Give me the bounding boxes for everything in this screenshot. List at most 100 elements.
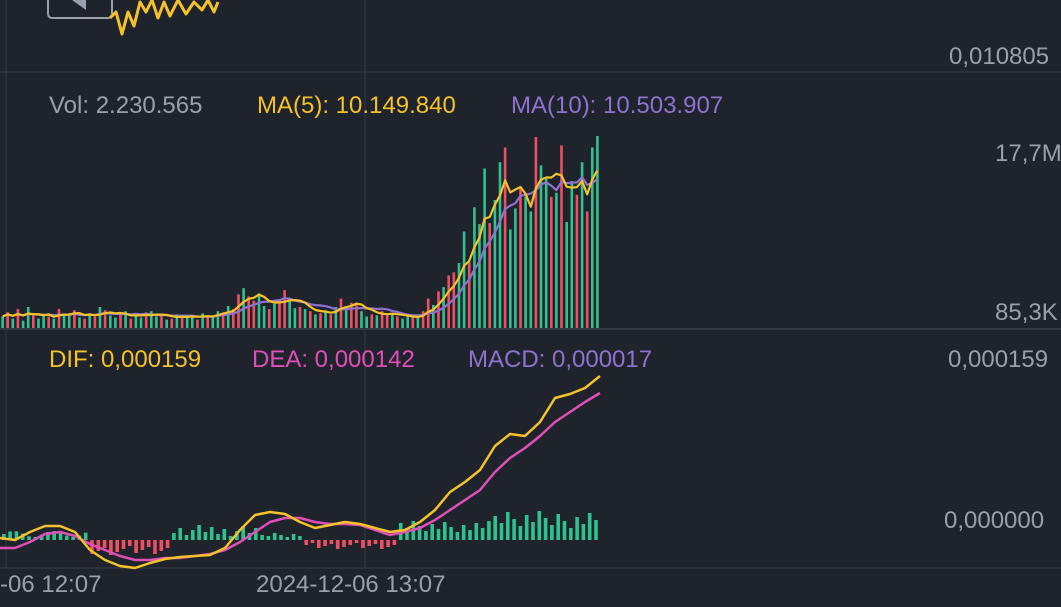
macd-histogram-bar — [430, 524, 434, 540]
dea-legend: DEA: 0,000142 — [252, 346, 415, 373]
volume-bar — [124, 311, 127, 328]
macd-histogram-bar — [115, 540, 119, 552]
volume-bar — [570, 181, 574, 328]
macd-histogram-bar — [417, 526, 422, 540]
time-label-0: -06 12:07 — [0, 571, 101, 598]
macd-histogram-bar — [543, 518, 548, 540]
volume-bar — [298, 307, 302, 328]
macd-histogram-bar — [191, 530, 195, 540]
volume-bar — [257, 293, 261, 328]
volume-bar — [550, 196, 553, 328]
macd-lines — [0, 375, 601, 570]
macd-histogram-bar — [184, 535, 189, 540]
volume-bar — [160, 315, 163, 328]
volume-bar — [519, 187, 522, 328]
volume-ma-lines — [2, 169, 599, 318]
macd-histogram-bar — [587, 513, 592, 540]
volume-bar — [314, 314, 317, 328]
macd-histogram-bar — [14, 531, 19, 540]
macd-histogram-bar — [254, 528, 258, 540]
volume-bar — [406, 315, 409, 328]
volume-bar — [150, 311, 153, 328]
macd-histogram-bar — [178, 528, 182, 540]
volume-bar — [324, 310, 327, 328]
volume-bar — [134, 315, 138, 328]
volume-bar — [360, 311, 363, 328]
volume-bar — [565, 222, 568, 328]
macd-histogram-bar — [455, 532, 460, 540]
macd-histogram-bar — [291, 534, 296, 540]
macd-legend: DIF: 0,000159 DEA: 0,000142 MACD: 0,0000… — [49, 346, 652, 373]
macd-histogram-bar — [493, 516, 497, 540]
volume-bar — [329, 314, 333, 328]
volume-bar — [180, 316, 184, 328]
volume-bar — [344, 306, 348, 328]
volume-bar — [191, 317, 194, 328]
volume-bar — [591, 147, 594, 328]
dif-line — [0, 375, 601, 570]
macd-histogram-bar — [443, 522, 447, 540]
macd-histogram-bar — [266, 536, 271, 540]
volume-bar — [524, 196, 527, 328]
macd-histogram-bar — [285, 537, 290, 540]
volume-bar — [509, 229, 512, 328]
price-line — [108, 0, 220, 36]
volume-bar — [514, 208, 517, 328]
macd-histogram-bar — [165, 540, 170, 548]
macd-histogram-bar — [83, 532, 88, 540]
volume-bar — [273, 303, 276, 328]
volume-bar — [93, 316, 97, 328]
macd-histogram-bar — [562, 521, 567, 540]
volume-bar — [196, 319, 199, 328]
macd-histogram-bar — [581, 524, 586, 540]
volume-bar — [119, 314, 122, 328]
macd-histogram-bar — [594, 520, 598, 540]
macd-histogram-bar — [197, 525, 201, 540]
macd-histogram-bar — [39, 534, 44, 540]
macd-histogram-bar — [241, 526, 245, 540]
volume-bar — [391, 314, 394, 328]
volume-bar — [109, 315, 112, 328]
volume-bar — [385, 313, 389, 328]
volume-bar — [26, 307, 30, 328]
macd-histogram-bar — [52, 531, 56, 540]
macd-histogram-bar — [134, 540, 138, 553]
volume-bar — [165, 319, 168, 328]
volume-bars — [1, 136, 599, 328]
volume-bar — [283, 290, 286, 328]
macd-histogram-bar — [146, 540, 151, 547]
volume-bar — [221, 312, 225, 328]
macd-histogram-bar — [461, 525, 466, 540]
time-label-1: 2024-12-06 13:07 — [256, 571, 446, 598]
volume-bar — [139, 317, 143, 328]
volume-bar — [334, 307, 338, 328]
macd-histogram-bar — [392, 540, 397, 545]
volume-legend: Vol: 2.230.565 MA(5): 10.149.840 MA(10):… — [49, 92, 723, 119]
volume-bar — [32, 315, 35, 328]
volume-bar — [503, 147, 507, 328]
macd-value-legend: MACD: 0,000017 — [468, 346, 652, 373]
volume-bar — [411, 317, 415, 328]
macd-histogram-bar — [531, 522, 535, 540]
macd-histogram-bar — [506, 512, 510, 540]
volume-bar — [216, 311, 220, 328]
macd-histogram-bar — [272, 533, 277, 540]
macd-histogram-bar — [361, 540, 365, 548]
macd-histogram-bar — [279, 535, 283, 540]
volume-bar — [21, 320, 25, 328]
ma5-legend: MA(5): 10.149.840 — [257, 92, 456, 119]
macd-histogram-bar — [109, 540, 113, 555]
macd-histogram-bar — [367, 540, 371, 546]
volume-bar — [155, 316, 158, 328]
vol-legend: Vol: 2.230.565 — [49, 92, 202, 119]
volume-bar — [498, 162, 502, 328]
volume-bar — [247, 296, 250, 328]
volume-bar — [114, 317, 117, 328]
volume-bar — [421, 311, 425, 328]
expand-button[interactable] — [47, 0, 113, 19]
macd-histogram-bar — [499, 523, 504, 540]
macd-histogram-bar — [405, 528, 409, 540]
volume-bar — [401, 318, 404, 328]
macd-histogram-bar — [468, 530, 472, 540]
volume-bar — [575, 194, 579, 328]
